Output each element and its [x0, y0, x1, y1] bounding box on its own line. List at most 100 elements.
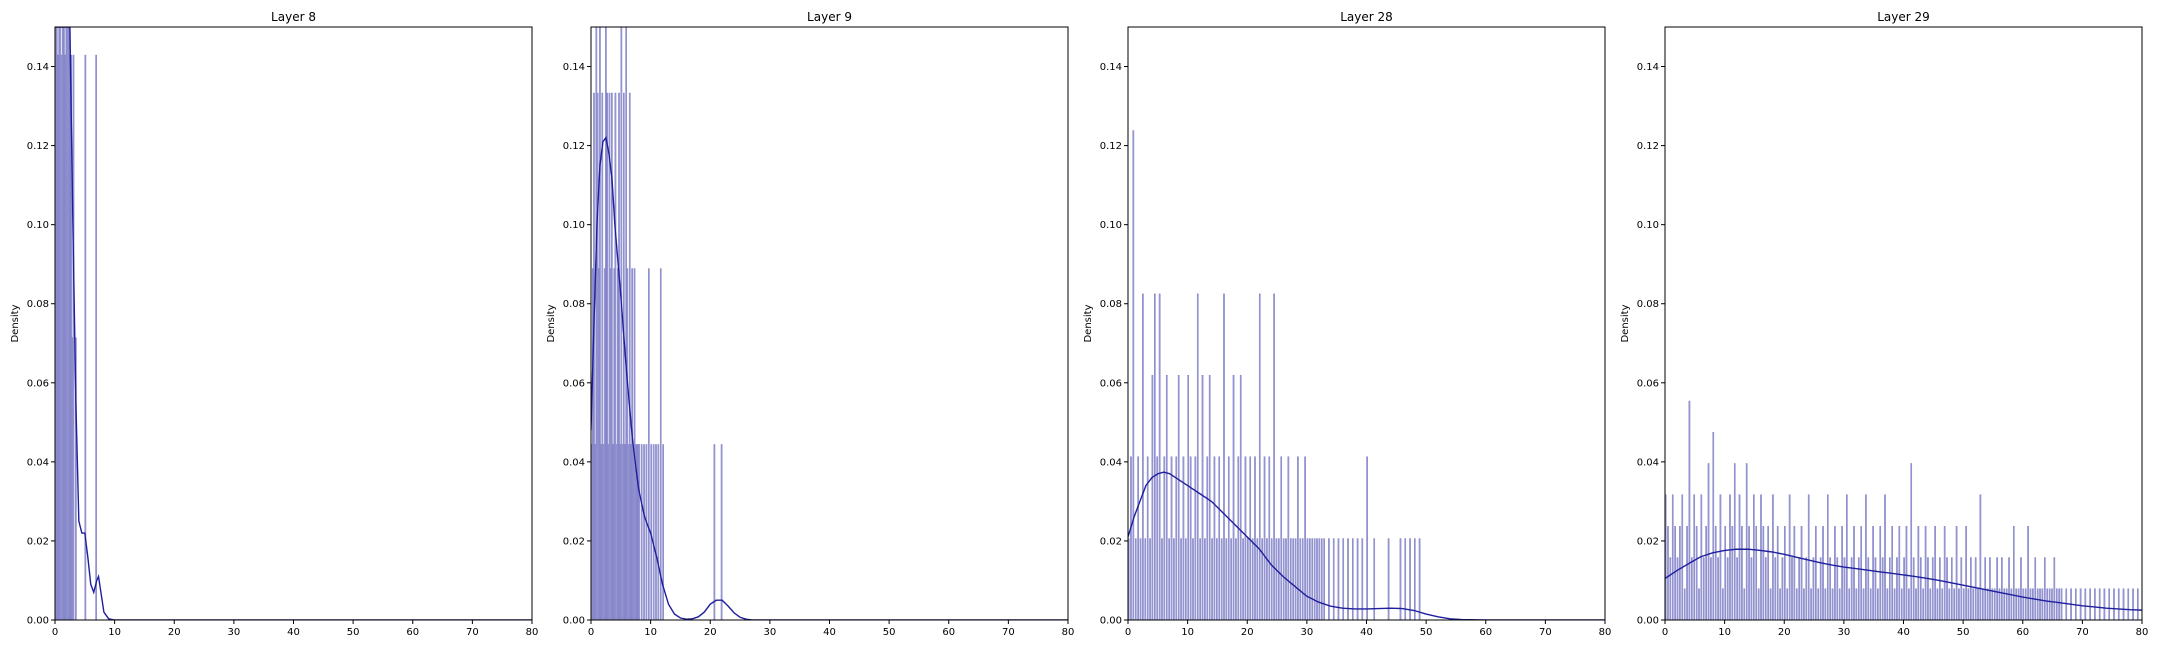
histogram-bar [2015, 588, 2017, 620]
histogram-bar [1249, 456, 1252, 620]
histogram-bar [1220, 538, 1223, 620]
histogram-bar [1791, 557, 1793, 620]
histogram-bar [1810, 588, 1812, 620]
histogram-bar [1239, 375, 1242, 620]
y-axis-label: Density [1620, 304, 1631, 342]
histogram-bar [1320, 538, 1323, 620]
histogram-bar [75, 337, 77, 620]
histogram-bar [659, 268, 662, 620]
histogram-bar [2113, 588, 2115, 620]
histogram-bar [2008, 557, 2010, 620]
histogram-bar [1332, 538, 1335, 620]
histogram-bar [2060, 588, 2063, 620]
histogram-bar [1175, 456, 1178, 620]
y-tick-label: 0.08 [563, 299, 585, 310]
y-tick-label: 0.08 [1100, 299, 1122, 310]
kde-line [591, 136, 1068, 620]
histogram-bar [1311, 538, 1314, 620]
histogram-bar [1681, 494, 1684, 620]
histogram-bar [1223, 293, 1225, 620]
histogram-bar [1738, 494, 1741, 620]
histogram-bar [1733, 463, 1736, 620]
histogram-bar [1748, 526, 1750, 620]
histogram-bar [1261, 538, 1263, 620]
histogram-bar [1139, 538, 1142, 620]
histogram-bar [1838, 588, 1841, 620]
y-tick-label: 0.14 [27, 62, 49, 73]
histogram-bar [1185, 538, 1187, 620]
histogram-bar [1132, 130, 1135, 620]
histogram-bar [1299, 538, 1302, 620]
histogram-bar [1908, 588, 1910, 620]
histogram-bar [713, 444, 716, 620]
x-tick-label: 80 [1599, 627, 1612, 638]
histogram-bar [1819, 557, 1822, 620]
histogram-bar [1361, 538, 1364, 620]
histogram-bar [620, 27, 623, 620]
histogram-bar [1227, 456, 1230, 620]
histogram-bar [1996, 557, 1998, 620]
histogram-bars [1128, 130, 1421, 620]
histogram-bar [1989, 557, 1991, 620]
histogram-bar [2108, 588, 2111, 620]
axes-frame [1664, 26, 2143, 621]
histogram-bar [1805, 557, 1808, 620]
histogram-bar [1142, 293, 1144, 620]
histogram-bar [1399, 538, 1402, 620]
y-tick-label: 0.00 [27, 616, 49, 627]
histogram-bar [1731, 526, 1734, 620]
x-tick-label: 60 [942, 627, 955, 638]
histogram-bar [1211, 538, 1213, 620]
histogram-bar [1729, 494, 1731, 620]
x-tick-label: 50 [883, 627, 896, 638]
histogram-bar [2039, 588, 2041, 620]
histogram-bar [2079, 588, 2082, 620]
histogram-bar [1962, 588, 1965, 620]
histogram-bar [1413, 538, 1416, 620]
histogram-bar [2055, 588, 2058, 620]
y-tick-label: 0.10 [1637, 220, 1659, 231]
x-tick-label: 70 [2076, 627, 2089, 638]
histogram-bar [1900, 588, 1903, 620]
histogram-bar [1679, 526, 1681, 620]
histogram-bar [1292, 538, 1294, 620]
x-tick-label: 40 [1897, 627, 1910, 638]
histogram-bar [657, 444, 660, 620]
histogram-bar [599, 27, 601, 620]
histogram-bar [1387, 538, 1390, 620]
histogram-bar [1869, 588, 1872, 620]
histogram-bar [1836, 557, 1839, 620]
histogram-bar [2003, 588, 2006, 620]
histogram-bar [2027, 526, 2029, 620]
histogram-bar [2132, 588, 2134, 620]
histogram-bar [1886, 588, 1889, 620]
y-tick-label: 0.10 [27, 220, 49, 231]
histogram-bar [1134, 538, 1137, 620]
histogram-bar [1418, 538, 1421, 620]
histogram-bar [1161, 538, 1163, 620]
y-tick-label: 0.06 [1100, 378, 1122, 389]
histogram-bar [1192, 538, 1194, 620]
histogram-bar [1860, 526, 1862, 620]
histogram-bar [2024, 588, 2027, 620]
histogram-bar [2089, 588, 2091, 620]
histogram-bar [2032, 588, 2034, 620]
x-tick-label: 30 [1838, 627, 1851, 638]
x-tick-label: 30 [764, 627, 777, 638]
x-tick-label: 60 [1479, 627, 1492, 638]
histogram-bar [2036, 588, 2039, 620]
histogram-bar [1953, 588, 1955, 620]
histogram-bar [1946, 557, 1948, 620]
histogram-bar [1879, 526, 1882, 620]
histogram-bar [1941, 588, 1944, 620]
y-tick-label: 0.14 [563, 62, 585, 73]
histogram-bar [1705, 526, 1707, 620]
histogram-bar [1225, 538, 1228, 620]
histogram-bar [1736, 557, 1738, 620]
y-tick-label: 0.04 [563, 457, 585, 468]
histogram-bar [2103, 588, 2106, 620]
histogram-bar [648, 268, 650, 620]
x-tick-label: 10 [1718, 627, 1731, 638]
histogram-bar [2098, 588, 2101, 620]
histogram-bar [1702, 557, 1705, 620]
